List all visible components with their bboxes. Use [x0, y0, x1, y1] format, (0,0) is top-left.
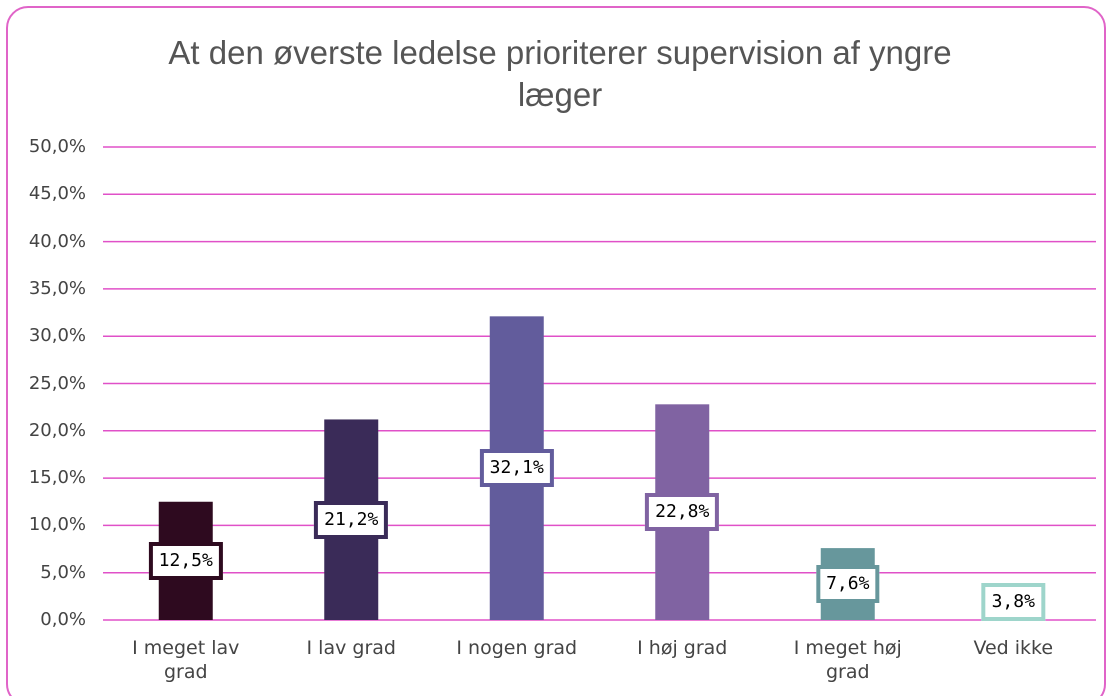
chart-title: At den øverste ledelse prioriterer super…	[168, 34, 952, 113]
data-label: 7,6%	[816, 565, 880, 604]
chart-frame	[6, 6, 1106, 696]
y-tick-label: 5,0%	[40, 561, 86, 583]
y-tick-label: 25,0%	[28, 372, 86, 394]
x-tick-label: I meget høj grad	[793, 637, 902, 683]
x-tick-label: Ved ikke	[973, 637, 1054, 659]
y-tick-label: 45,0%	[28, 183, 86, 205]
x-tick-label: I høj grad	[637, 637, 728, 659]
data-label: 22,8%	[645, 493, 720, 532]
x-tick-label: I lav grad	[306, 637, 396, 659]
x-tick-label: I nogen grad	[456, 637, 578, 659]
y-tick-label: 10,0%	[28, 514, 86, 536]
y-tick-label: 30,0%	[28, 325, 86, 347]
y-tick-label: 50,0%	[28, 136, 86, 157]
y-tick-label: 40,0%	[28, 230, 86, 252]
data-label: 3,8%	[981, 583, 1045, 622]
y-tick-label: 20,0%	[28, 419, 86, 441]
y-tick-label: 35,0%	[28, 277, 86, 299]
data-label: 32,1%	[479, 449, 554, 488]
y-tick-label: 0,0%	[40, 609, 86, 630]
y-tick-label: 15,0%	[28, 467, 86, 489]
data-label: 21,2%	[314, 500, 389, 539]
data-label: 12,5%	[148, 541, 223, 580]
x-tick-label: I meget lav grad	[132, 637, 240, 683]
